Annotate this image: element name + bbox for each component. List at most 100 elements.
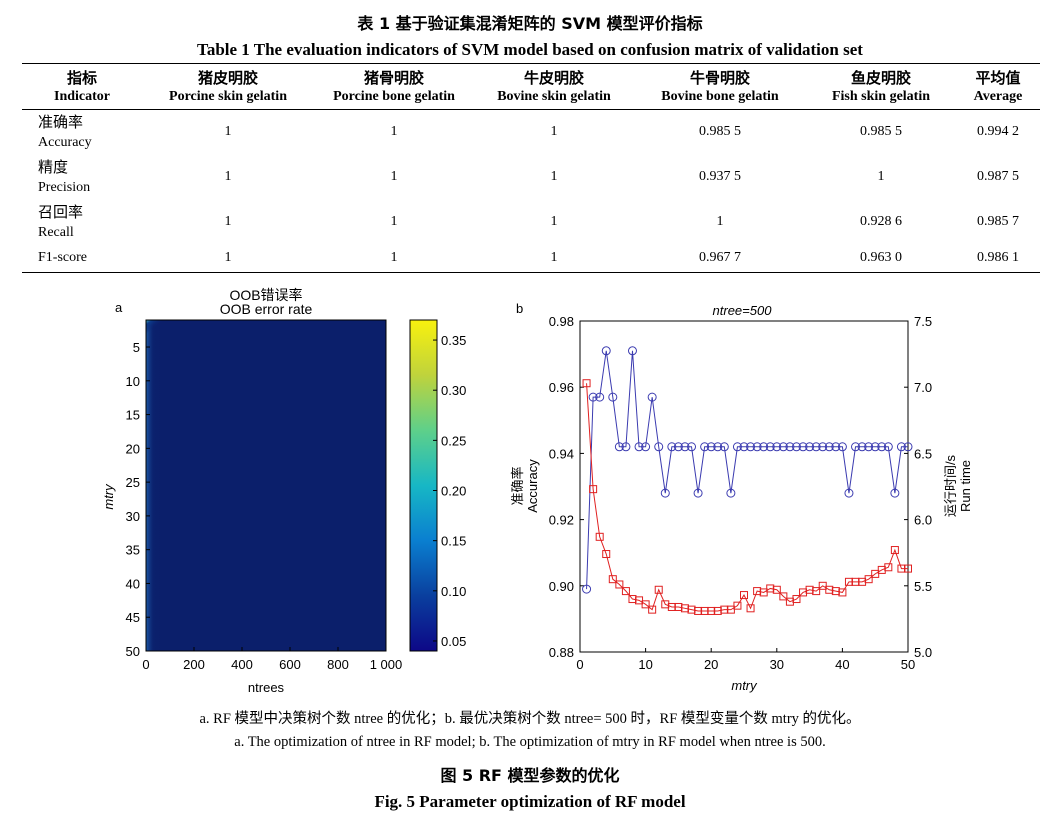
table-cell: 1 (877, 169, 885, 184)
table-cell: 0.985 7 (977, 214, 1019, 229)
row-label-en: Precision (38, 180, 91, 195)
table-body: 准确率 Accuracy 1 1 1 0.985 5 0.985 5 0.994 2 精度 Pre… (22, 110, 1040, 273)
table-cell: 1 (550, 169, 558, 184)
x-tick-label: 20 (704, 657, 718, 672)
y-tick-label: 5 (133, 340, 140, 355)
right-y-tick-label: 5.5 (914, 579, 932, 594)
table-cell: 1 (550, 250, 558, 266)
right-y-tick-label: 5.0 (914, 645, 932, 660)
figure-caption-en: a. The optimization of ntree in RF model… (234, 734, 826, 750)
heatmap-frame (145, 319, 387, 652)
runtime-point (582, 379, 591, 388)
table-row: 精度 Precision 1 1 1 0.937 5 1 0.987 5 (22, 155, 1040, 200)
table-cell: 0.985 5 (860, 124, 902, 140)
colorbar-tick-label: 0.15 (441, 534, 466, 549)
accuracy-point (627, 346, 637, 356)
heatmap-subtitle: OOB error rate (220, 301, 313, 317)
x-tick-label: 1 000 (370, 657, 403, 672)
runtime-point (904, 564, 912, 573)
runtime-point (740, 591, 748, 600)
table-cell: 1 (390, 169, 398, 184)
table-cell: 0.928 6 (860, 214, 902, 229)
table-cell: 1 (390, 214, 398, 229)
runtime-point (589, 485, 598, 494)
table-cell: 0.963 0 (860, 250, 902, 266)
y-tick-label: 30 (126, 509, 140, 524)
accuracy-point (601, 346, 611, 356)
accuracy-point (890, 488, 900, 498)
accuracy-point (706, 442, 716, 452)
colorbar-ticks: 0.35 0.30 0.25 0.20 0.15 0.10 0.05 (433, 333, 466, 649)
runtime-point (812, 587, 821, 596)
runtime-series-line (586, 383, 908, 612)
accuracy-point (726, 488, 736, 498)
accuracy-point (641, 442, 651, 452)
figure-title-en: Fig. 5 Parameter optimization of RF mode… (374, 792, 686, 811)
x-tick-label: 30 (770, 657, 784, 672)
row-label-cn: 准确率 (38, 113, 84, 132)
runtime-point (654, 585, 663, 594)
accuracy-point (746, 442, 756, 452)
line-chart-frame (579, 320, 909, 653)
line-chart-axes: 0 10 20 30 40 50 0.98 0.96 0.94 0.92 0.90 0.88 7.5 7.… (549, 314, 932, 672)
accuracy-point (864, 442, 874, 452)
column-header: 猪骨明胶 Porcine bone gelatin (314, 64, 474, 110)
runtime-point (615, 580, 624, 589)
accuracy-point (857, 442, 867, 452)
accuracy-point (693, 488, 703, 498)
column-header: 猪皮明胶 Porcine skin gelatin (142, 64, 314, 110)
left-y-tick-label: 0.94 (549, 446, 574, 461)
x-tick-label: 10 (638, 657, 652, 672)
heatmap-x-ticks: 0 200 400 600 800 1 000 (142, 647, 402, 672)
y-tick-label: 25 (126, 475, 140, 490)
left-y-tick-label: 0.92 (549, 513, 574, 528)
runtime-point (792, 595, 801, 604)
table-cell: 1 (390, 124, 398, 140)
runtime-point (779, 592, 788, 601)
colorbar-tick-label: 0.25 (441, 433, 466, 448)
heatmap-ylabel: mtry (101, 483, 116, 510)
accuracy-point (667, 442, 677, 452)
figure-caption-cn: a. RF 模型中决策树个数 ntree 的优化；b. 最优决策树个数 ntre… (199, 711, 861, 727)
y-tick-label: 40 (126, 576, 140, 591)
x-tick-label: 0 (576, 657, 583, 672)
runtime-point (890, 546, 899, 555)
column-header-en: Average (973, 88, 1023, 104)
column-header: 平均值 Average (956, 64, 1040, 110)
x-tick-label: 800 (327, 657, 349, 672)
y-tick-label: 50 (126, 644, 140, 659)
column-header-cn: 指标 (66, 68, 97, 87)
accuracy-point (660, 488, 670, 498)
accuracy-point (818, 442, 828, 452)
x-tick-label: 200 (183, 657, 205, 672)
accuracy-point (883, 442, 893, 452)
column-header-cn: 牛骨明胶 (689, 68, 750, 87)
y-tick-label: 10 (126, 374, 140, 389)
row-label: 召回率 Recall (22, 200, 142, 245)
accuracy-point (732, 442, 742, 452)
line-chart-title: ntree=500 (713, 303, 773, 318)
colorbar-tick-label: 0.05 (441, 634, 466, 649)
y-tick-label: 45 (126, 610, 140, 625)
accuracy-point (877, 442, 887, 452)
right-y-tick-label: 6.0 (914, 513, 932, 528)
colorbar (409, 319, 438, 652)
accuracy-point (785, 442, 795, 452)
row-label: F1-score (22, 245, 142, 273)
runtime-point (608, 575, 617, 584)
row-label: 准确率 Accuracy (22, 110, 142, 155)
row-label: 精度 Precision (22, 155, 142, 200)
accuracy-point (759, 442, 769, 452)
column-header-cn: 猪骨明胶 (363, 68, 424, 87)
table-cell: 0.985 5 (699, 124, 741, 140)
chart-b-line: b ntree=500 0 10 20 30 40 500.980.960.940.920… (510, 301, 973, 693)
runtime-point (641, 600, 650, 609)
table-cell: 0.994 2 (977, 124, 1019, 140)
column-header-en: Porcine bone gelatin (333, 88, 455, 104)
accuracy-point (824, 442, 834, 452)
accuracy-point (798, 442, 808, 452)
left-y-tick-label: 0.96 (549, 380, 574, 395)
row-label-en: Accuracy (38, 135, 92, 151)
accuracy-point (772, 442, 782, 452)
runtime-point (733, 601, 742, 610)
